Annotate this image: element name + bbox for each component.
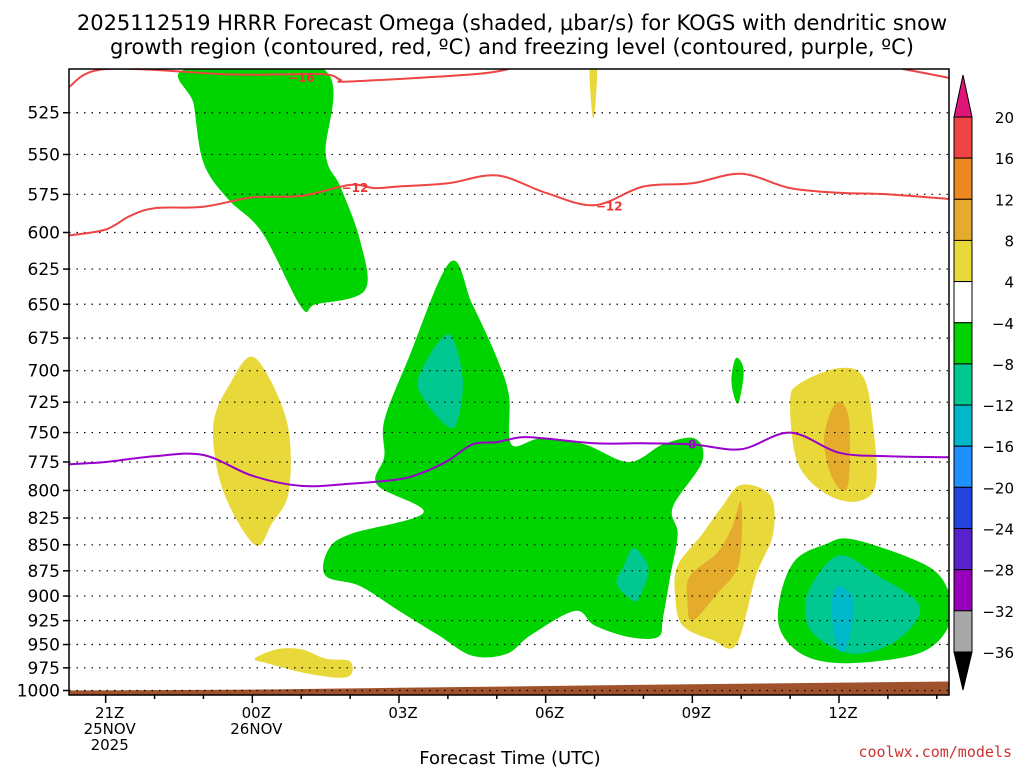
credit-link[interactable]: coolwx.com/models [858, 743, 1012, 761]
omega-shaded-region-8 [212, 356, 291, 546]
y-tick-label-575: 575 [28, 185, 60, 205]
y-tick-label-975: 975 [28, 659, 60, 679]
x-tick-label-0-1: 26NOV [230, 720, 283, 738]
omega-shaded-region-4 [731, 357, 744, 404]
colorbar-label-7: −12 [982, 397, 1014, 415]
x-tick-label--3-0: 21Z [95, 704, 124, 722]
y-tick-label-800: 800 [28, 481, 60, 501]
dgz-contour-inline-label-0: −12 [596, 200, 623, 214]
chart-title-line-2: growth region (contoured, red, ºC) and f… [110, 35, 914, 59]
omega-shaded-region-7 [831, 586, 855, 653]
y-tick-label-825: 825 [28, 509, 60, 529]
colorbar-bin-7 [953, 404, 973, 447]
y-tick-label-950: 950 [28, 636, 60, 656]
colorbar-label-12: −32 [982, 603, 1014, 621]
y-tick-label-675: 675 [28, 329, 60, 349]
y-tick-label-725: 725 [28, 393, 60, 413]
x-tick-label-9-0: 09Z [682, 704, 711, 722]
ground-surface [69, 681, 949, 695]
y-tick-label-1000: 1000 [17, 682, 60, 702]
y-tick-label-875: 875 [28, 562, 60, 582]
colorbar-bin-5 [953, 322, 973, 365]
colorbar-label-11: −28 [982, 562, 1014, 580]
y-tick-label-900: 900 [28, 587, 60, 607]
colorbar-over-arrow [953, 74, 973, 118]
dgz-contour-label-2: −12 [342, 181, 369, 195]
colorbar: 20 16 12 8 4 −4 −8 −12 −16 −20 −24 −28 −32 −36 [953, 74, 1014, 691]
x-axis-label: Forecast Time (UTC) [419, 748, 600, 768]
dgz-contour-label-0: −16 [288, 71, 315, 85]
y-tick-label-525: 525 [28, 104, 60, 124]
colorbar-label-8: −16 [982, 438, 1014, 456]
colorbar-bin-1 [953, 157, 973, 200]
omega-shaded-region-9 [254, 648, 353, 678]
omega-shaded-region-2 [417, 334, 463, 429]
colorbar-label-4: 4 [1004, 274, 1014, 292]
y-tick-label-775: 775 [28, 453, 60, 473]
freezing-level-label: 0 [688, 437, 696, 451]
colorbar-bin-2 [953, 198, 973, 241]
colorbar-bin-11 [953, 569, 973, 612]
omega-shaded-region-14 [824, 401, 851, 492]
dgz-contour-2 [69, 172, 949, 237]
colorbar-under-arrow [953, 651, 973, 691]
y-tick-label-550: 550 [28, 145, 60, 165]
x-tick-label-6-0: 06Z [535, 704, 564, 722]
x-tick-label--3-1: 25NOV [84, 720, 137, 738]
colorbar-label-9: −20 [982, 479, 1014, 497]
colorbar-label-13: −36 [982, 644, 1014, 662]
colorbar-label-2: 12 [995, 191, 1014, 209]
colorbar-label-6: −8 [992, 356, 1014, 374]
y-tick-label-625: 625 [28, 260, 60, 280]
colorbar-bin-10 [953, 528, 973, 571]
plot-frame [68, 68, 950, 696]
colorbar-label-0: 20 [995, 109, 1014, 127]
colorbar-bin-12 [953, 610, 973, 653]
colorbar-bin-6 [953, 363, 973, 406]
y-tick-label-650: 650 [28, 295, 60, 315]
pressure-axis: 525 550 575 600 625 650 675 700 725 750 775 800 825 8… [17, 104, 69, 702]
plot-area: −16 −12 −12 0 [68, 68, 950, 696]
colorbar-bin-0 [953, 116, 973, 159]
chart-title-line-1: 2025112519 HRRR Forecast Omega (shaded, … [77, 11, 947, 35]
y-tick-label-600: 600 [28, 223, 60, 243]
colorbar-label-5: −4 [992, 315, 1014, 333]
colorbar-label-3: 8 [1004, 232, 1014, 250]
y-tick-label-850: 850 [28, 536, 60, 556]
x-tick-label-12-0: 12Z [828, 704, 857, 722]
omega-shaded-region-3 [616, 547, 649, 602]
omega-shaded-region-10 [589, 69, 598, 119]
y-tick-label-700: 700 [28, 362, 60, 382]
colorbar-bin-3 [953, 239, 973, 283]
x-tick-label--3-2: 2025 [91, 736, 129, 754]
colorbar-bin-9 [953, 486, 973, 530]
colorbar-bin-8 [953, 445, 973, 488]
x-tick-label-3-0: 03Z [388, 704, 417, 722]
colorbar-label-10: −24 [982, 521, 1014, 539]
plot-contents: −16 −12 −12 0 [69, 69, 949, 695]
dgz-contour-1 [902, 69, 949, 79]
omega-shaded-region-12 [686, 500, 743, 621]
colorbar-label-1: 16 [995, 150, 1014, 168]
x-tick-label-0-0: 00Z [242, 704, 271, 722]
y-tick-label-925: 925 [28, 612, 60, 632]
freezing-level-contour [69, 431, 949, 488]
omega-shaded-region-0 [177, 69, 368, 313]
omega-shaded-region-1 [323, 260, 704, 658]
y-tick-label-750: 750 [28, 424, 60, 444]
colorbar-bin-4 [953, 281, 973, 324]
